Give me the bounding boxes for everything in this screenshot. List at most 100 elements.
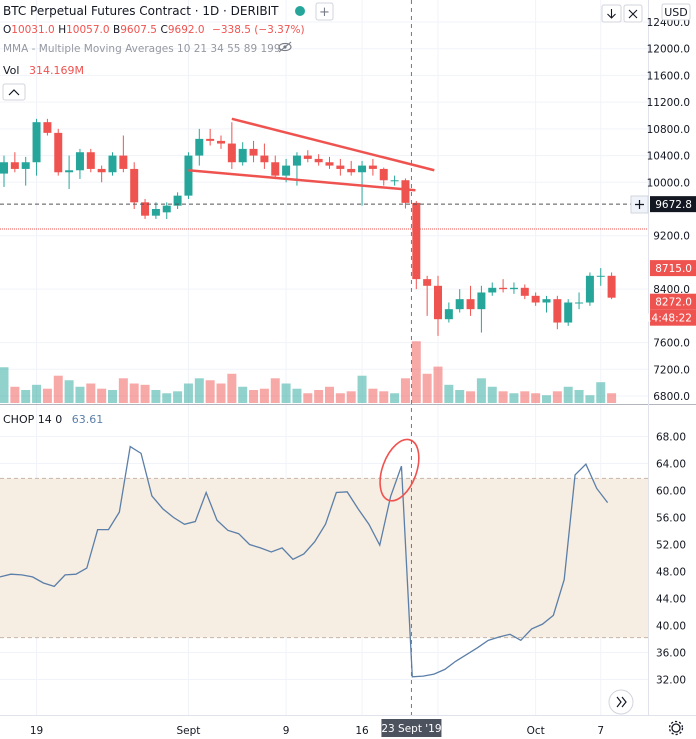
chop-tick-label: 60.00: [656, 486, 686, 498]
volume-bar: [216, 383, 226, 403]
volume-bar: [563, 386, 573, 403]
candle: [173, 192, 182, 209]
chop-range-band: [0, 478, 648, 638]
candle: [488, 282, 497, 296]
chop-tick-label: 36.00: [656, 648, 686, 660]
volume-bar: [227, 373, 237, 403]
chop-axis[interactable]: 68.00 64.00 60.00 56.00 52.00 48.00 44.00 40.00…: [656, 432, 686, 687]
volume-bar: [487, 386, 497, 403]
eye-hidden-icon[interactable]: [278, 41, 292, 53]
candle: [379, 167, 388, 186]
crosshair-date-label: 23 Sept '19: [381, 723, 441, 735]
candle: [238, 142, 247, 166]
candle: [151, 202, 160, 220]
candle: [401, 178, 410, 209]
candle: [314, 154, 323, 166]
candle: [141, 198, 150, 220]
price-tag: 8715.0: [650, 260, 696, 277]
scroll-to-realtime-button[interactable]: [608, 689, 634, 715]
volume-bar: [400, 378, 410, 403]
collapse-legend-button[interactable]: [2, 83, 26, 101]
price-tag: 8272.0: [650, 293, 696, 310]
candle: [86, 148, 95, 173]
candle: [119, 135, 128, 173]
volume-bar: [10, 386, 20, 403]
candle: [195, 128, 204, 166]
volume-bar: [444, 384, 454, 403]
volume-bar: [53, 375, 63, 403]
candle: [477, 285, 486, 333]
chop-tick-label: 56.00: [656, 513, 686, 525]
volume-bar: [411, 341, 421, 403]
volume-bar: [173, 391, 183, 403]
volume-bar: [552, 391, 562, 403]
volume-bar: [21, 390, 31, 403]
visibility-dot[interactable]: [295, 6, 305, 16]
volume-bar: [42, 388, 52, 403]
symbol-title[interactable]: BTC Perpetual Futures Contract · 1D · DE…: [3, 4, 279, 18]
candle: [531, 292, 540, 306]
add-price-button[interactable]: [630, 195, 649, 214]
volume-bar: [574, 390, 584, 403]
price-axis[interactable]: 12400.012000.011600.011200.010800.010400…: [647, 17, 690, 403]
chop-tick-label: 44.00: [656, 594, 686, 606]
price-tag-label: 8715.0: [655, 263, 692, 275]
chop-legend: CHOP 14 0 63.61: [3, 413, 103, 426]
volume-bar: [390, 393, 400, 403]
currency-badge[interactable]: USD: [661, 3, 691, 21]
price-tags: 9672.8 8715.0 8272.0 14:48:22: [645, 196, 696, 326]
move-down-button[interactable]: [601, 4, 622, 23]
volume-bar: [422, 373, 432, 403]
candle: [206, 128, 215, 146]
volume-bar: [303, 393, 313, 403]
trendline-lower[interactable]: [188, 169, 416, 192]
candle: [390, 175, 399, 186]
candle: [303, 150, 312, 163]
mma-label[interactable]: MMA - Multiple Moving Averages 10 21 34 …: [3, 43, 281, 55]
candle: [509, 282, 518, 294]
change-value: −338.5 (−3.37%): [212, 24, 305, 36]
candle: [553, 295, 562, 330]
close-series-button[interactable]: [623, 4, 643, 23]
time-tick-label: 9: [283, 725, 290, 737]
volume-bar: [129, 383, 139, 403]
chart-settings-icon[interactable]: [668, 720, 684, 736]
volume-bar: [183, 383, 193, 403]
add-compare-button[interactable]: +: [315, 2, 334, 21]
candle: [575, 292, 584, 310]
trendline-upper[interactable]: [231, 117, 435, 172]
candle: [54, 128, 63, 176]
volume-bar: [325, 386, 334, 403]
volume-bar: [259, 388, 269, 403]
chop-tick-label: 64.00: [656, 459, 686, 471]
volume-bar: [433, 366, 443, 403]
price-tag-label: 8272.0: [655, 297, 692, 309]
volume-bar: [64, 380, 74, 403]
candle: [499, 279, 508, 293]
price-tag-label: 9672.8: [655, 199, 692, 211]
price-tick-label: 11600.0: [647, 70, 690, 82]
volume-bar: [97, 388, 107, 403]
candle: [184, 152, 193, 199]
price-tag: 14:48:22: [645, 309, 696, 326]
candle: [412, 200, 421, 290]
price-tick-label: 10800.0: [647, 124, 690, 136]
price-tick-label: 10000.0: [647, 177, 690, 189]
volume-bars: [0, 341, 617, 403]
volume-bar: [455, 390, 465, 403]
time-axis[interactable]: 19 Sept 9 16 Oct 7 23 Sept '19: [30, 719, 604, 737]
candle: [607, 272, 616, 300]
volume-bar: [498, 391, 508, 403]
candle: [217, 135, 225, 149]
volume-bar: [108, 390, 117, 403]
volume-bar: [346, 391, 356, 403]
volume-bar: [292, 388, 302, 403]
volume-bar: [520, 391, 530, 403]
candle: [444, 302, 453, 323]
candle: [130, 162, 139, 209]
volume-bar: [357, 375, 367, 403]
volume-bar: [194, 378, 204, 403]
candle: [21, 156, 30, 186]
volume-bar: [75, 386, 85, 403]
